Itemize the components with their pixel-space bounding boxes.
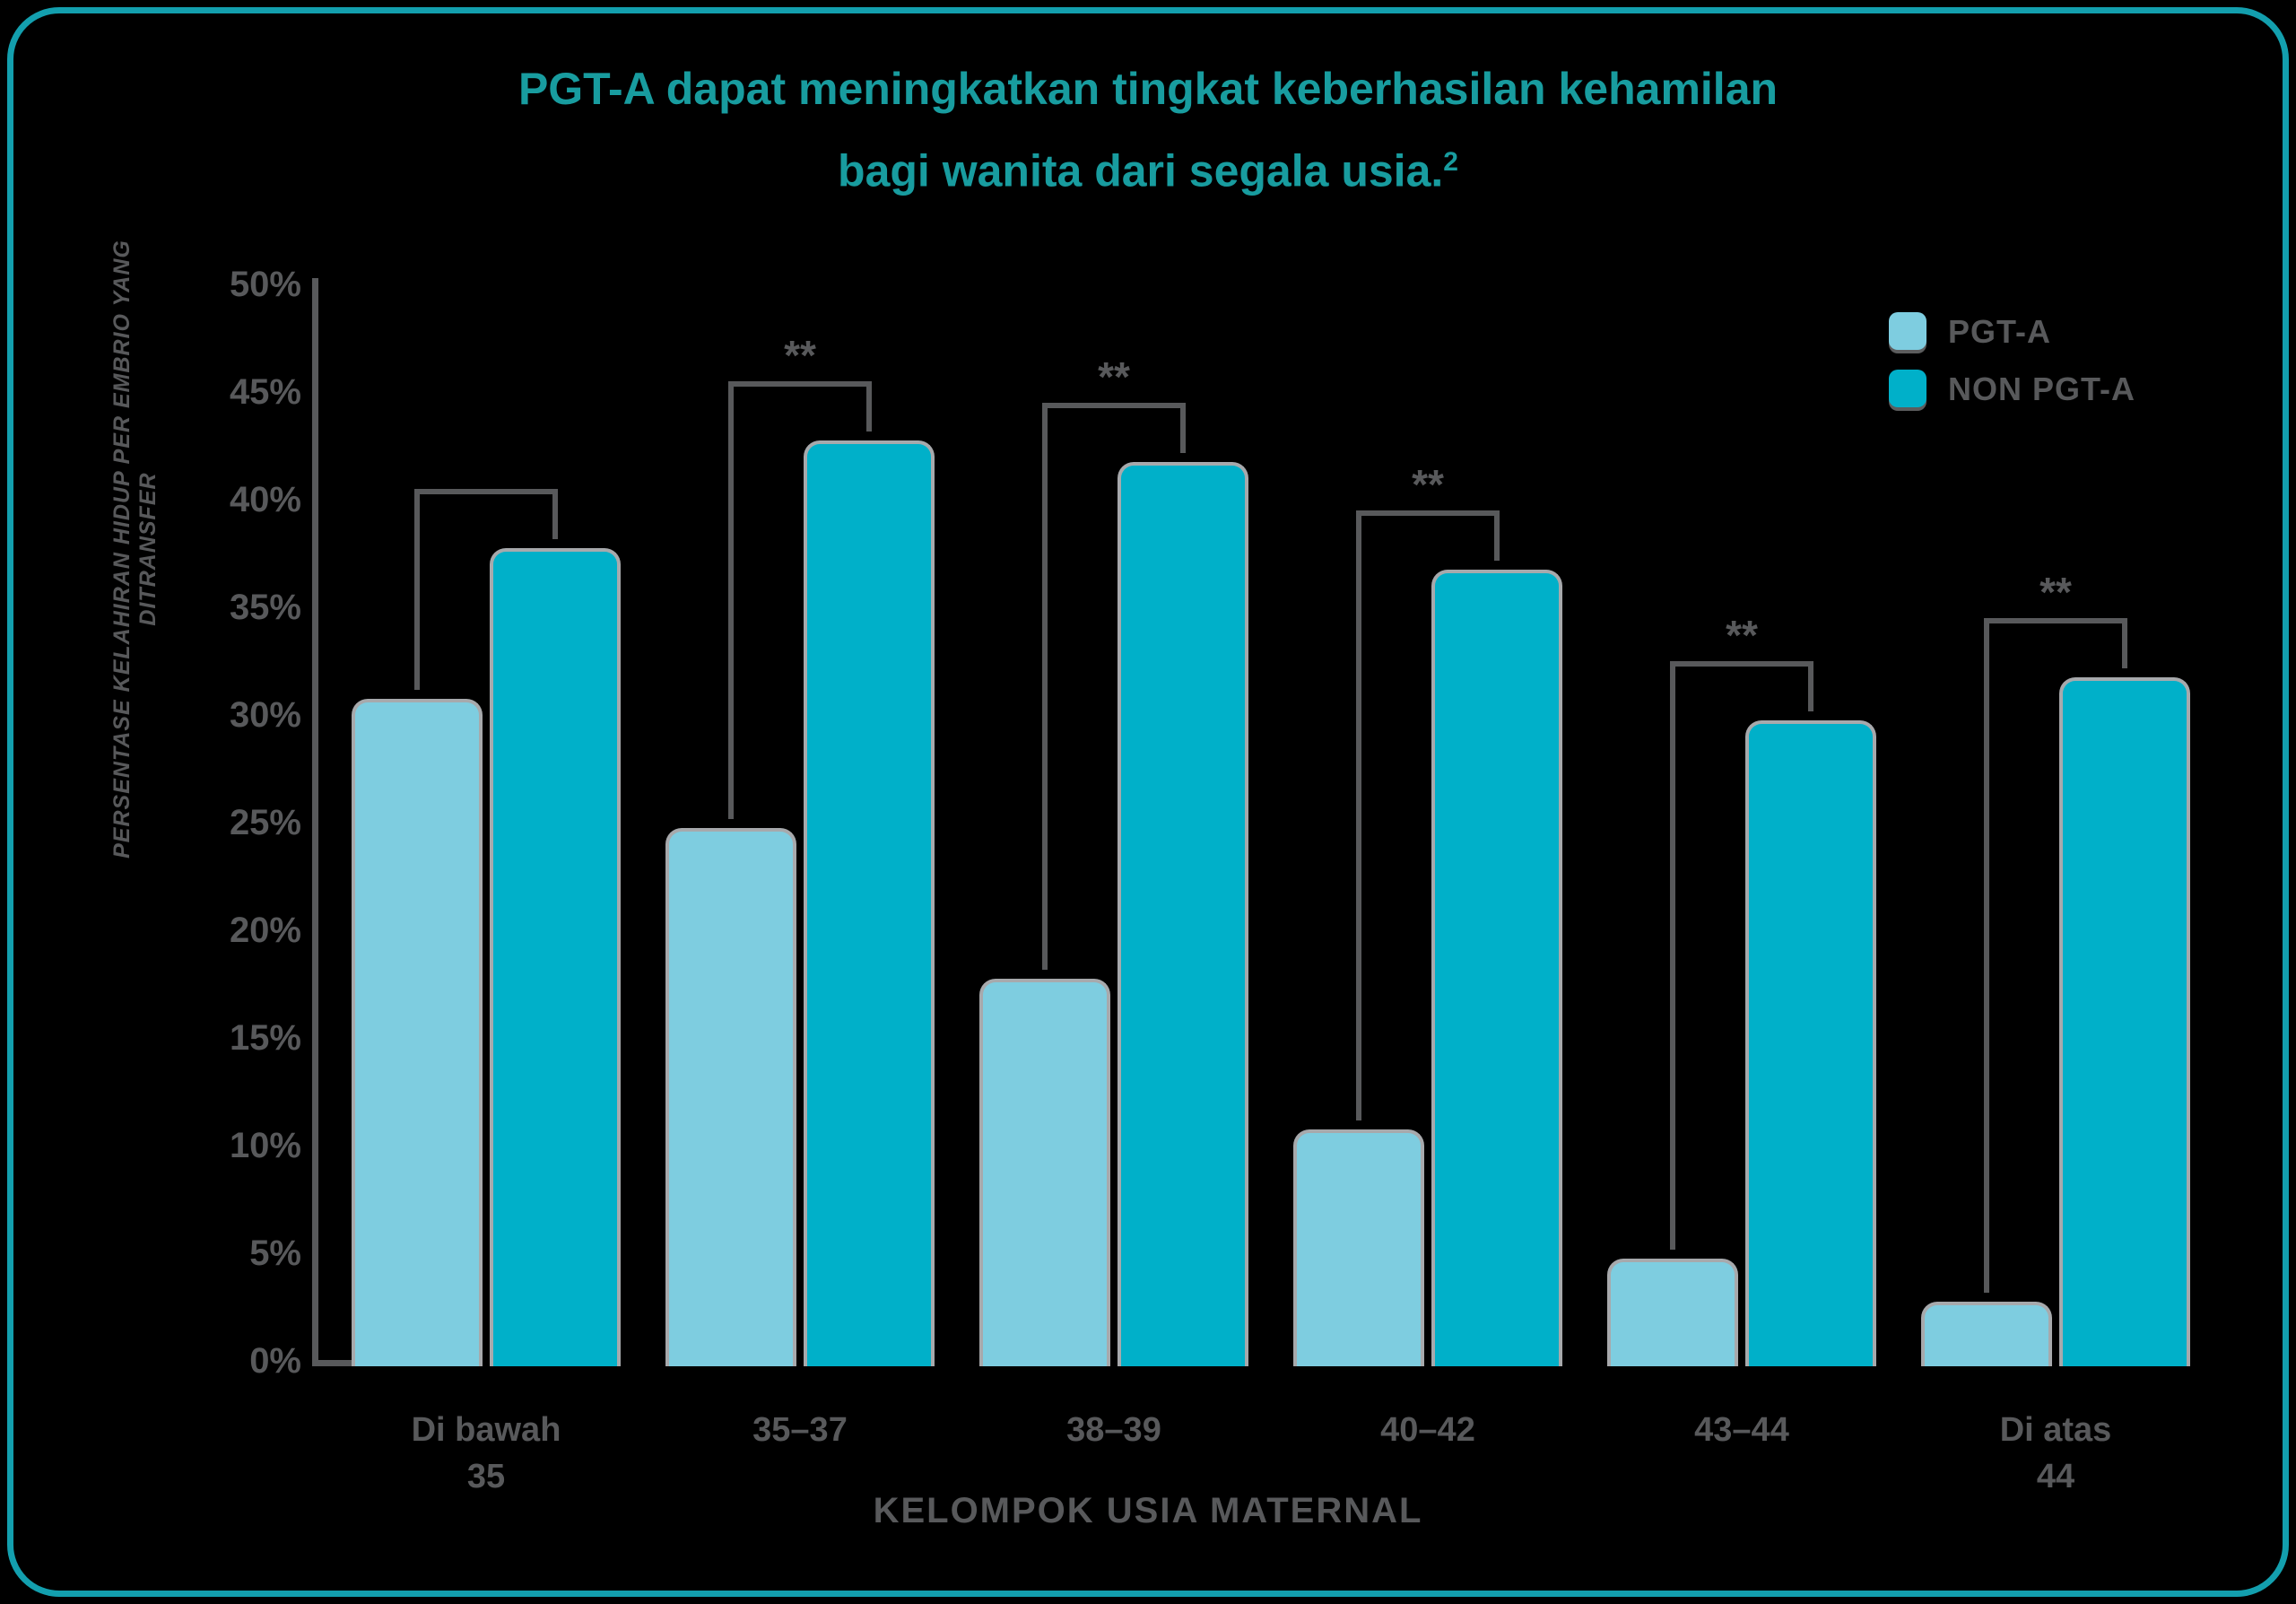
bar-non-pgta-group-6 — [2059, 677, 2190, 1366]
significance-bracket-right-leg — [1494, 510, 1500, 561]
y-axis-tick-label: 20% — [229, 911, 301, 950]
bar-pgta-group-4 — [1293, 1129, 1424, 1366]
bar-pgta-group-1 — [352, 699, 483, 1366]
significance-bracket-left-leg — [1984, 618, 1989, 1293]
chart-title: PGT-A dapat meningkatkan tingkat keberha… — [0, 52, 2296, 208]
x-axis-category-label: 43–44 — [1694, 1411, 1789, 1449]
bar-non-pgta-group-1 — [490, 548, 621, 1366]
significance-bracket-bar — [1042, 403, 1186, 408]
y-axis-title: PERSENTASE KELAHIRAN HIDUP PER EMBRIO YA… — [109, 240, 161, 859]
bar-non-pgta-group-4 — [1431, 570, 1562, 1366]
bar-non-pgta-group-5 — [1745, 720, 1876, 1366]
legend-label: PGT-A — [1948, 313, 2052, 350]
significance-bracket-bar — [1984, 618, 2127, 623]
bar-pgta-group-3 — [979, 979, 1110, 1366]
significance-asterisks: ** — [1726, 612, 1758, 658]
x-axis-category-label: 38–39 — [1066, 1411, 1161, 1449]
y-axis-tick-label: 10% — [229, 1126, 301, 1165]
y-axis-line — [312, 278, 318, 1366]
chart-title-line1: PGT-A dapat meningkatkan tingkat keberha… — [517, 64, 1779, 114]
legend-label: NON PGT-A — [1948, 370, 2136, 407]
significance-bracket-right-leg — [866, 381, 872, 432]
chart-title-line2: bagi wanita dari segala usia.2 — [838, 145, 1458, 196]
y-axis-tick-label: 25% — [229, 803, 301, 842]
title-reference-superscript: 2 — [1443, 147, 1458, 177]
y-axis-tick-label: 35% — [229, 588, 301, 627]
y-axis-tick-label: 15% — [229, 1018, 301, 1058]
significance-bracket-right-leg — [2122, 618, 2127, 668]
significance-bracket-right-leg — [1180, 403, 1186, 453]
legend-swatch-non-pgta — [1889, 370, 1926, 407]
significance-bracket-left-leg — [1042, 403, 1048, 970]
x-axis-category-label: Di bawah 35 — [411, 1411, 561, 1495]
significance-asterisks: ** — [2039, 569, 2072, 615]
significance-asterisks: ** — [1412, 461, 1444, 508]
x-axis-category-label: Di atas 44 — [1999, 1411, 2112, 1495]
significance-bracket-left-leg — [728, 381, 734, 819]
y-axis-tick-label: 40% — [229, 480, 301, 519]
y-axis-tick-label: 50% — [229, 265, 301, 304]
significance-bracket-bar — [414, 489, 558, 494]
significance-bracket-right-leg — [552, 489, 558, 539]
significance-asterisks: ** — [1098, 353, 1130, 400]
significance-bracket-bar — [1356, 510, 1500, 516]
significance-bracket-left-leg — [1670, 661, 1675, 1250]
significance-bracket-left-leg — [414, 489, 420, 690]
y-axis-tick-label: 30% — [229, 695, 301, 735]
bar-pgta-group-5 — [1607, 1259, 1738, 1366]
y-axis-tick-label: 0% — [249, 1341, 301, 1381]
rounded-border-frame — [7, 7, 2289, 1597]
x-axis-category-label: 35–37 — [752, 1411, 848, 1449]
x-axis-category-label: 40–42 — [1380, 1411, 1475, 1449]
x-axis-baseline-foot — [312, 1360, 359, 1366]
x-axis-title: KELOMPOK USIA MATERNAL — [873, 1491, 1423, 1530]
y-axis-tick-label: 5% — [249, 1234, 301, 1273]
significance-bracket-right-leg — [1808, 661, 1813, 711]
bar-pgta-group-6 — [1921, 1302, 2052, 1366]
y-axis-tick-label: 45% — [229, 372, 301, 412]
significance-bracket-left-leg — [1356, 510, 1361, 1120]
bar-pgta-group-2 — [665, 828, 796, 1366]
significance-bracket-bar — [728, 381, 872, 387]
legend-swatch-pgta — [1889, 312, 1926, 350]
significance-asterisks: ** — [784, 332, 816, 379]
bar-non-pgta-group-3 — [1118, 462, 1248, 1366]
significance-bracket-bar — [1670, 661, 1813, 667]
bar-non-pgta-group-2 — [804, 440, 935, 1366]
